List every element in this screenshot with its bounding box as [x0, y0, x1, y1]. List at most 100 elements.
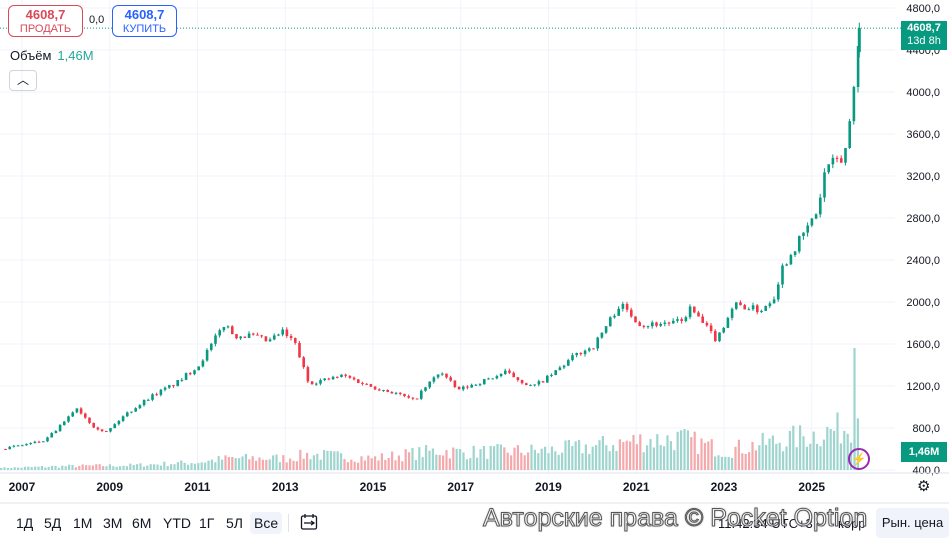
volume-bar — [68, 464, 71, 470]
range-1m-button[interactable]: 1М — [73, 515, 93, 531]
volume-bar — [581, 453, 584, 470]
candle-body — [121, 416, 125, 421]
candle-body — [415, 398, 419, 400]
candle-body — [294, 338, 297, 343]
volume-bar — [265, 459, 268, 470]
volume-bar — [846, 433, 849, 470]
volume-bar — [707, 441, 710, 470]
candle-body — [105, 430, 108, 432]
range-5d-button[interactable]: 5Д — [44, 515, 62, 531]
candle-body — [462, 386, 465, 390]
volume-bar — [822, 439, 825, 470]
candle-body — [96, 427, 100, 430]
gear-icon[interactable]: ⚙ — [917, 478, 931, 495]
price-mode-button[interactable]: Рын. цена — [876, 508, 949, 538]
volume-bar — [336, 451, 339, 470]
sell-button[interactable]: 4608,7 ПРОДАТЬ — [8, 5, 83, 37]
volume-bar — [374, 456, 377, 470]
volume-bar — [782, 451, 785, 470]
volume-bar — [146, 465, 149, 470]
range-3m-button[interactable]: 3М — [103, 515, 123, 531]
range-ytd-button[interactable]: YTD — [163, 515, 191, 531]
candle-body — [588, 348, 591, 351]
volume-bar — [234, 458, 237, 470]
candle-body — [709, 325, 713, 332]
candle-body — [781, 265, 784, 285]
calendar-range-icon[interactable] — [300, 513, 318, 531]
volume-bar — [646, 445, 649, 470]
x-tick-label: 2011 — [184, 480, 210, 494]
candle-body — [520, 380, 524, 384]
candle-body — [109, 428, 112, 432]
candle-body — [499, 373, 503, 377]
candle-body — [701, 316, 704, 323]
volume-bar — [829, 429, 832, 470]
candle-body — [369, 384, 373, 387]
candle-body — [814, 214, 818, 219]
range-5y-button[interactable]: 5Л — [226, 515, 243, 531]
volume-bar — [540, 448, 543, 470]
candle-body — [21, 445, 24, 447]
y-tick-label: 4000,0 — [906, 87, 940, 99]
range-6m-button[interactable]: 6М — [132, 515, 152, 531]
candle-body — [743, 305, 746, 310]
candle-body — [159, 389, 163, 395]
candle-body — [529, 384, 532, 386]
volume-bar — [57, 467, 60, 470]
candle-body — [722, 327, 725, 333]
volume-bar — [156, 464, 159, 470]
price-chart[interactable]: 400,0 800,0 1200,0 1600,0 2000,0 2400,0 2800,0… — [0, 0, 949, 504]
volume-bar — [394, 460, 397, 470]
candle-body — [634, 316, 637, 323]
volume-bar — [190, 463, 193, 470]
lightning-icon[interactable]: ⚡ — [848, 448, 870, 470]
candle-body — [604, 326, 608, 333]
collapse-indicator-button[interactable]: ︿ — [9, 70, 37, 91]
y-tick-label: 400,0 — [912, 465, 940, 477]
candle-body — [4, 449, 7, 450]
volume-bar — [282, 455, 285, 470]
candle-body — [327, 378, 331, 380]
sell-label: ПРОДАТЬ — [19, 23, 72, 35]
candle-body — [172, 385, 175, 387]
volume-bar — [530, 444, 533, 470]
volume-bar — [843, 430, 846, 470]
candle-body — [579, 352, 583, 355]
volume-bar — [496, 444, 499, 470]
range-all-button[interactable]: Все — [250, 512, 283, 534]
volume-bar — [166, 466, 169, 470]
candle-body — [126, 412, 129, 417]
volume-bar — [710, 439, 713, 470]
buy-button[interactable]: 4608,7 КУПИТЬ — [112, 5, 177, 37]
volume-bar — [363, 460, 366, 470]
candle-body — [512, 372, 515, 378]
volume-bar — [34, 466, 37, 470]
candle-body — [470, 384, 473, 388]
range-1d-button[interactable]: 1Д — [16, 515, 34, 531]
candle-body — [777, 284, 780, 300]
volume-bar — [227, 457, 230, 470]
utc-clock[interactable]: 11:42:34 UTC+3 — [718, 516, 813, 531]
volume-bar — [717, 455, 720, 470]
volume-bar — [775, 443, 778, 470]
volume-bar — [516, 445, 519, 470]
y-tick-label: 4800,0 — [906, 3, 940, 15]
volume-bar — [839, 443, 842, 470]
volume-bar — [489, 445, 492, 470]
volume-bar — [761, 432, 764, 470]
candle-body — [533, 384, 536, 386]
volume-bar — [173, 464, 176, 470]
volume-bar — [503, 447, 506, 470]
candle-body — [705, 322, 709, 326]
candle-body — [630, 309, 633, 317]
volume-bar — [697, 453, 700, 470]
volume-bar — [64, 466, 67, 470]
range-1y-button[interactable]: 1Г — [199, 515, 215, 531]
candle-body — [289, 335, 293, 339]
correction-toggle[interactable]: корр — [838, 516, 866, 531]
volume-bar — [360, 456, 363, 470]
candle-body — [852, 86, 856, 122]
watermark: Авторские права © Pocket Option — [482, 504, 868, 533]
candle-body — [54, 431, 58, 434]
candle-body — [189, 373, 192, 375]
